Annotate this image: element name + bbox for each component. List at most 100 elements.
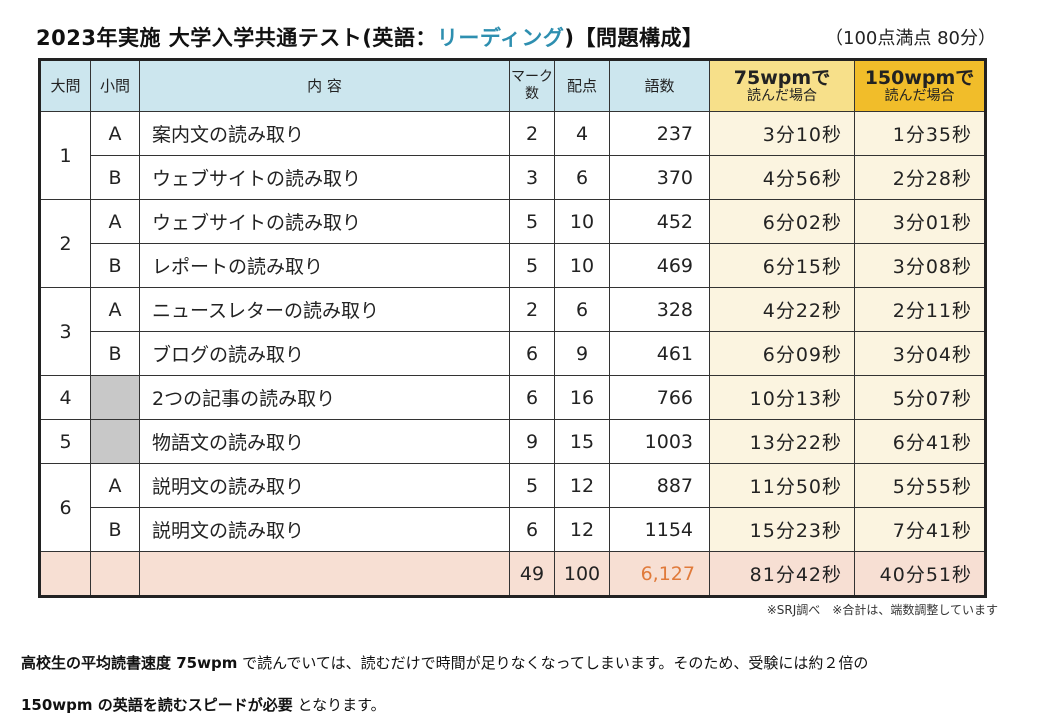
daimon-cell: 6 <box>39 463 91 552</box>
shomon-empty-cell <box>90 419 140 464</box>
shomon-cell: A <box>90 111 140 156</box>
mark-cell: 3 <box>509 155 555 200</box>
table-row: 5 物語文の読み取り 9 15 1003 13分22秒 6分41秒 <box>39 419 986 464</box>
total-mark: 49 <box>509 551 555 597</box>
time150-cell: 2分28秒 <box>854 155 986 200</box>
table-row: 2 A ウェブサイトの読み取り 5 10 452 6分02秒 3分01秒 <box>39 199 986 288</box>
col-shomon: 小問 <box>90 59 140 112</box>
source-note: ※SRJ調べ ※合計は、端数調整しています <box>766 603 998 617</box>
time150-cell: 5分55秒 <box>854 463 986 508</box>
naiyo-cell: 案内文の読み取り <box>139 111 510 156</box>
total-empty-cell <box>39 551 91 597</box>
col-75wpm-line1: 75wpmで <box>733 66 831 89</box>
title-suffix: )【問題構成】 <box>564 26 704 50</box>
table-row: 3 A ニュースレターの読み取り 2 6 328 4分22秒 2分11秒 <box>39 287 986 376</box>
table-row: B ウェブサイトの読み取り 3 6 370 4分56秒 2分28秒 <box>40 155 986 200</box>
time75-cell: 4分56秒 <box>709 155 855 200</box>
gosu-cell: 887 <box>609 463 710 508</box>
gosu-cell: 237 <box>609 111 710 156</box>
exam-structure-table: 大問 小問 内 容 マーク数 配点 語数 75wpmで 読んだ場合 150wpmで… <box>38 58 987 598</box>
col-150wpm-line1: 150wpmで <box>864 66 975 89</box>
page-title: 2023年実施 大学入学共通テスト(英語：リーディング)【問題構成】 <box>36 22 704 52</box>
time75-cell: 15分23秒 <box>709 507 855 552</box>
col-daimon: 大問 <box>39 59 91 112</box>
mark-cell: 5 <box>509 463 555 508</box>
title-accent: リーディング <box>436 26 565 50</box>
shomon-cell: A <box>90 199 140 244</box>
total-empty-cell <box>90 551 140 597</box>
naiyo-cell: レポートの読み取り <box>139 243 510 288</box>
time75-cell: 6分15秒 <box>709 243 855 288</box>
time75-cell: 6分09秒 <box>709 331 855 376</box>
score-time-info: （100点満点 80分） <box>825 28 996 49</box>
naiyo-cell: 説明文の読み取り <box>139 507 510 552</box>
mark-cell: 6 <box>509 331 555 376</box>
shomon-cell: B <box>90 243 140 288</box>
haiten-cell: 9 <box>554 331 610 376</box>
gosu-cell: 1154 <box>609 507 710 552</box>
naiyo-cell: ウェブサイトの読み取り <box>139 199 510 244</box>
body-line1-rest: で読んでいては、読むだけで時間が足りなくなってしまいます。そのため、受験には約２… <box>237 654 869 672</box>
haiten-cell: 16 <box>554 375 610 420</box>
mark-cell: 9 <box>509 419 555 464</box>
col-naiyo: 内 容 <box>139 59 510 112</box>
time150-cell: 5分07秒 <box>854 375 986 420</box>
naiyo-cell: 2つの記事の読み取り <box>139 375 510 420</box>
col-150wpm: 150wpmで 読んだ場合 <box>854 59 986 112</box>
header-row: 大問 小問 内 容 マーク数 配点 語数 75wpmで 読んだ場合 150wpmで… <box>39 59 986 112</box>
total-time75: 81分42秒 <box>709 551 855 597</box>
col-mark-line2: 数 <box>525 86 539 102</box>
col-75wpm: 75wpmで 読んだ場合 <box>709 59 855 112</box>
gosu-cell: 1003 <box>609 419 710 464</box>
time75-cell: 4分22秒 <box>709 287 855 332</box>
shomon-cell: A <box>90 463 140 508</box>
col-150wpm-line2: 読んだ場合 <box>884 87 955 104</box>
table-row: B レポートの読み取り 5 10 469 6分15秒 3分08秒 <box>40 243 986 288</box>
table-row: 4 2つの記事の読み取り 6 16 766 10分13秒 5分07秒 <box>39 375 986 420</box>
shomon-cell: B <box>90 331 140 376</box>
table-row: B ブログの読み取り 6 9 461 6分09秒 3分04秒 <box>40 331 986 376</box>
naiyo-cell: ニュースレターの読み取り <box>139 287 510 332</box>
body-paragraph-line2: 150wpm の英語を読むスピードが必要 となります。 <box>21 694 386 715</box>
daimon-cell: 5 <box>39 419 91 464</box>
mark-cell: 2 <box>509 287 555 332</box>
gosu-cell: 469 <box>609 243 710 288</box>
mark-cell: 6 <box>509 375 555 420</box>
shomon-cell: B <box>90 155 140 200</box>
haiten-cell: 10 <box>554 243 610 288</box>
col-75wpm-line2: 読んだ場合 <box>747 87 817 104</box>
title-prefix: 2023年実施 大学入学共通テスト(英語： <box>36 26 437 50</box>
body-paragraph-line1: 高校生の平均読書速度 75wpm で読んでいては、読むだけで時間が足りなくなって… <box>21 652 868 673</box>
gosu-cell: 370 <box>609 155 710 200</box>
time150-cell: 3分08秒 <box>854 243 986 288</box>
naiyo-cell: 説明文の読み取り <box>139 463 510 508</box>
shomon-cell: B <box>90 507 140 552</box>
total-row: 49 100 6,127 81分42秒 40分51秒 <box>39 551 986 597</box>
gosu-cell: 452 <box>609 199 710 244</box>
title-row: 2023年実施 大学入学共通テスト(英語：リーディング)【問題構成】 （100点… <box>36 22 1004 56</box>
daimon-cell: 3 <box>39 287 91 376</box>
col-gosu: 語数 <box>609 59 710 112</box>
time150-cell: 2分11秒 <box>854 287 986 332</box>
total-time150: 40分51秒 <box>854 551 986 597</box>
gosu-cell: 328 <box>609 287 710 332</box>
shomon-cell: A <box>90 287 140 332</box>
time75-cell: 10分13秒 <box>709 375 855 420</box>
mark-cell: 5 <box>509 199 555 244</box>
time75-cell: 11分50秒 <box>709 463 855 508</box>
table-row: 6 A 説明文の読み取り 5 12 887 11分50秒 5分55秒 <box>39 463 986 552</box>
body-line2-bold: 150wpm の英語を読むスピードが必要 <box>21 696 293 714</box>
mark-cell: 5 <box>509 243 555 288</box>
time75-cell: 6分02秒 <box>709 199 855 244</box>
mark-cell: 2 <box>509 111 555 156</box>
shomon-empty-cell <box>90 375 140 420</box>
table-row: B 説明文の読み取り 6 12 1154 15分23秒 7分41秒 <box>40 507 986 552</box>
table-row: 1 A 案内文の読み取り 2 4 237 3分10秒 1分35秒 <box>39 111 986 200</box>
gosu-cell: 461 <box>609 331 710 376</box>
haiten-cell: 12 <box>554 507 610 552</box>
body-line2-rest: となります。 <box>292 696 386 714</box>
col-haiten: 配点 <box>554 59 610 112</box>
total-haiten: 100 <box>554 551 610 597</box>
time150-cell: 7分41秒 <box>854 507 986 552</box>
total-gosu: 6,127 <box>609 551 710 597</box>
